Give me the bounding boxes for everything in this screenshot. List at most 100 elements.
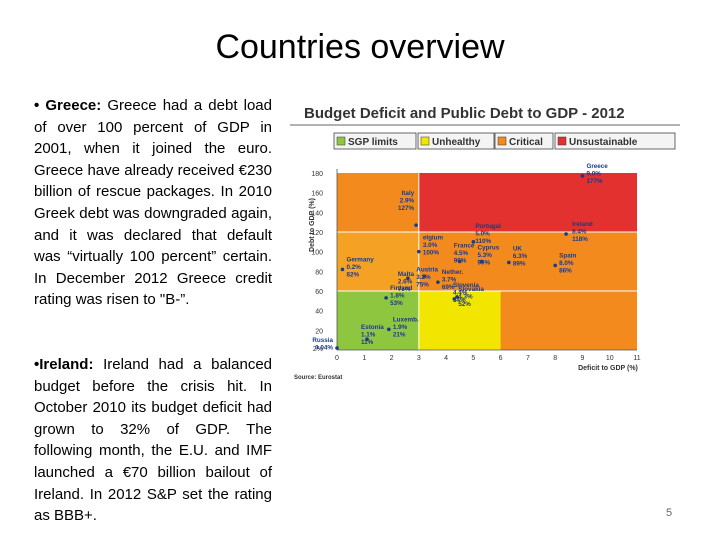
- data-label: 90%: [478, 260, 491, 267]
- data-label: Germany: [346, 256, 374, 263]
- ireland-text: Ireland had a balanced budget before the…: [34, 356, 272, 525]
- data-label: 5.0%: [475, 230, 490, 237]
- data-label: 118%: [572, 236, 588, 243]
- data-label: Cyprus: [478, 245, 500, 252]
- legend-label: Unhealthy: [432, 137, 481, 148]
- greece-bullet: •: [34, 97, 40, 114]
- unhealthy-debt-band: [337, 232, 419, 291]
- data-label: 1.8%: [390, 292, 405, 299]
- data-label: Slovakia: [458, 286, 484, 293]
- data-label: 86%: [559, 267, 572, 274]
- data-point: [340, 267, 345, 272]
- chart-legend: SGP limits Unhealthy Critical Unsustainable: [333, 132, 676, 150]
- data-label: Spain: [559, 252, 576, 259]
- legend-label: SGP limits: [348, 137, 398, 148]
- data-label: 53%: [390, 300, 403, 307]
- data-point: [452, 297, 457, 301]
- legend-box: [554, 132, 676, 150]
- data-label: 177%: [586, 178, 603, 185]
- data-point: [455, 295, 459, 299]
- chart-title: Budget Deficit and Public Debt to GDP - …: [304, 105, 625, 122]
- y-tick-label: 60: [315, 289, 323, 296]
- sgp-zone: [337, 291, 419, 350]
- data-label: 4.4%: [453, 289, 468, 296]
- ireland-bullet: •: [34, 356, 40, 373]
- data-label: 2.9%: [400, 198, 415, 205]
- legend-item-critical: Critical: [494, 132, 554, 150]
- data-label: 1.9%: [393, 324, 408, 331]
- y-tick-label: 120: [311, 230, 323, 237]
- data-point: [553, 263, 557, 268]
- data-label: 73%: [398, 286, 411, 293]
- data-label: 8.0%: [559, 260, 574, 267]
- data-label: 8.4%: [572, 228, 587, 235]
- data-label: France: [454, 243, 475, 250]
- data-label: 3.7%: [442, 277, 457, 284]
- data-label: 54%: [453, 297, 466, 304]
- legend-item-unsustainable: Unsustainable: [554, 132, 676, 150]
- legend-swatch: [497, 136, 507, 146]
- data-point: [564, 232, 568, 236]
- data-label: 127%: [398, 205, 415, 212]
- data-label: 100%: [423, 250, 440, 257]
- page-number: 5: [666, 507, 673, 519]
- data-point: [580, 174, 585, 178]
- data-point: [436, 280, 440, 284]
- legend-swatch: [420, 136, 430, 146]
- data-label: 89%: [513, 260, 526, 267]
- legend-item-unhealthy: Unhealthy: [417, 132, 495, 150]
- chart-source: Source: Eurostat: [294, 375, 342, 381]
- data-point: [335, 346, 339, 350]
- data-point: [387, 327, 391, 332]
- data-label: 52%: [458, 301, 471, 308]
- slide-title: Countries overview: [215, 28, 505, 66]
- data-point: [507, 260, 511, 265]
- data-label: 2.6%: [398, 279, 413, 286]
- data-label: Nether.: [442, 269, 464, 276]
- x-tick-label: 6: [499, 355, 503, 362]
- unsustainable-zone: [418, 173, 637, 232]
- data-label: Finland: [390, 285, 413, 292]
- data-label: 5.3%: [478, 252, 493, 259]
- data-point: [422, 274, 427, 279]
- greece-text: Greece had a debt load of over 100 perce…: [34, 97, 272, 309]
- legend-box: [494, 132, 554, 150]
- data-label: 21%: [393, 331, 406, 338]
- data-label: 110%: [475, 238, 491, 245]
- y-tick-label: 40: [315, 309, 323, 316]
- data-label: Estonia: [361, 324, 384, 331]
- data-label: Greece: [586, 163, 608, 170]
- data-label: 75%: [416, 281, 429, 288]
- x-tick-label: 3: [417, 355, 421, 362]
- y-axis-label: Debt to GDP (%): [309, 198, 316, 252]
- data-label: 90%: [454, 258, 467, 265]
- legend-swatch: [336, 136, 346, 146]
- data-label: 82%: [346, 271, 359, 278]
- x-tick-label: 0: [335, 355, 339, 362]
- legend-swatch: [557, 136, 567, 146]
- x-tick-label: 8: [553, 355, 557, 362]
- data-label: 6.3%: [513, 253, 528, 260]
- data-label: Luxemb.: [393, 316, 419, 323]
- greece-label: Greece:: [45, 97, 102, 114]
- legend-box: [333, 132, 417, 150]
- ireland-label: Ireland:: [39, 356, 94, 373]
- y-tick-label: 180: [311, 171, 323, 178]
- data-label: 11%: [361, 339, 374, 346]
- data-label: Italy: [401, 190, 414, 197]
- x-tick-label: 11: [633, 355, 640, 362]
- data-point: [414, 223, 418, 227]
- data-label: Malta: [398, 271, 415, 278]
- legend-label: Critical: [509, 137, 543, 148]
- data-point: [384, 296, 388, 300]
- ireland-paragraph: •Ireland: Ireland had a balanced budget …: [34, 354, 272, 527]
